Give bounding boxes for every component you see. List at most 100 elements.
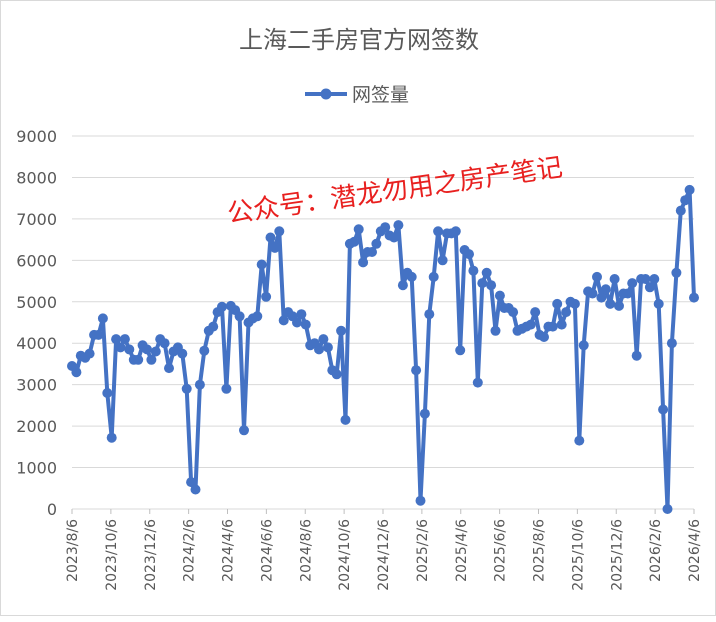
data-point xyxy=(397,280,408,291)
data-point xyxy=(186,477,197,488)
data-point xyxy=(194,379,205,390)
data-point xyxy=(419,408,430,419)
x-tick-label: 2024/2/6 xyxy=(182,519,198,582)
data-point xyxy=(71,367,82,378)
x-tick-label: 2026/2/6 xyxy=(648,519,664,582)
x-tick-label: 2025/10/6 xyxy=(570,519,586,591)
data-point xyxy=(622,288,633,299)
chart-title: 上海二手房官方网签数 xyxy=(239,26,479,54)
data-point xyxy=(530,307,541,318)
data-point xyxy=(662,504,673,514)
data-point xyxy=(97,313,108,324)
data-point xyxy=(336,325,347,336)
legend: 网签量 xyxy=(305,84,409,106)
data-point xyxy=(415,495,426,506)
data-point xyxy=(547,321,558,332)
data-point xyxy=(455,345,466,356)
data-point xyxy=(358,257,369,268)
data-point xyxy=(424,309,435,320)
data-point xyxy=(159,338,170,349)
data-point xyxy=(680,195,691,206)
data-point xyxy=(115,342,126,353)
data-point xyxy=(261,291,272,302)
data-point xyxy=(177,348,188,359)
data-point xyxy=(508,307,519,318)
x-tick-label: 2023/12/6 xyxy=(143,519,159,591)
y-tick-label: 2000 xyxy=(16,417,57,436)
data-point xyxy=(353,224,364,235)
data-point xyxy=(605,298,616,309)
x-tick-label: 2023/8/6 xyxy=(65,519,81,582)
data-point xyxy=(578,340,589,351)
data-point xyxy=(494,290,505,301)
x-tick-label: 2025/2/6 xyxy=(415,519,431,582)
data-point xyxy=(102,388,113,398)
data-point xyxy=(380,222,391,233)
data-point xyxy=(278,315,289,326)
data-point xyxy=(552,298,563,309)
x-tick-label: 2026/4/6 xyxy=(687,519,703,582)
x-tick-label: 2024/10/6 xyxy=(337,519,353,591)
y-tick-label: 5000 xyxy=(16,293,57,312)
y-tick-label: 1000 xyxy=(16,459,57,478)
data-point xyxy=(464,249,474,260)
x-tick-label: 2025/12/6 xyxy=(609,519,625,591)
data-point xyxy=(84,348,95,359)
data-point xyxy=(481,267,492,278)
y-axis: 0 1000 2000 3000 4000 5000 6000 7000 8000 9000 xyxy=(16,127,57,519)
data-point xyxy=(587,288,598,299)
data-point xyxy=(406,271,417,282)
y-tick-label: 8000 xyxy=(16,168,57,187)
y-tick-label: 0 xyxy=(47,500,57,519)
data-point xyxy=(221,383,232,394)
data-point xyxy=(437,255,448,266)
data-point xyxy=(142,344,152,355)
y-tick-label: 7000 xyxy=(16,210,57,229)
data-point xyxy=(340,414,351,425)
data-point xyxy=(234,311,245,322)
x-tick-label: 2023/10/6 xyxy=(104,519,120,591)
data-point xyxy=(371,238,382,249)
y-tick-label: 9000 xyxy=(16,127,57,146)
data-point xyxy=(472,377,483,388)
data-point xyxy=(433,226,444,237)
data-point xyxy=(609,274,620,284)
x-tick-label: 2025/6/6 xyxy=(493,519,509,582)
series-网签量 xyxy=(67,184,699,514)
data-point xyxy=(124,344,135,355)
data-point xyxy=(146,354,157,365)
data-point xyxy=(111,334,122,345)
data-point xyxy=(300,319,311,330)
data-point xyxy=(322,342,333,353)
data-point xyxy=(318,334,329,345)
data-point xyxy=(644,282,655,293)
data-point xyxy=(314,344,324,355)
data-point xyxy=(150,346,161,357)
data-point xyxy=(367,247,377,257)
x-tick-label: 2025/4/6 xyxy=(454,519,470,582)
data-point xyxy=(666,338,677,349)
data-point xyxy=(600,284,611,295)
x-axis: 2023/8/6 2023/10/6 2023/12/6 2024/2/6 2024/4… xyxy=(65,509,703,591)
data-point xyxy=(671,267,682,278)
data-point xyxy=(561,307,572,318)
x-tick-label: 2024/6/6 xyxy=(259,519,275,582)
data-point xyxy=(627,278,638,289)
y-tick-label: 3000 xyxy=(16,376,57,395)
data-point xyxy=(649,274,660,284)
data-point xyxy=(556,319,567,330)
data-point xyxy=(468,265,479,276)
data-point xyxy=(640,274,651,284)
data-point xyxy=(217,301,227,312)
data-point xyxy=(490,325,501,336)
data-point xyxy=(596,292,607,303)
x-tick-label: 2024/4/6 xyxy=(221,519,237,582)
data-point xyxy=(349,236,360,247)
data-point xyxy=(592,271,602,282)
data-point xyxy=(614,300,624,311)
watermark-text: 公众号：潜龙勿用之房产笔记 xyxy=(226,153,565,230)
data-point xyxy=(269,242,280,253)
x-tick-label: 2025/8/6 xyxy=(532,519,548,582)
